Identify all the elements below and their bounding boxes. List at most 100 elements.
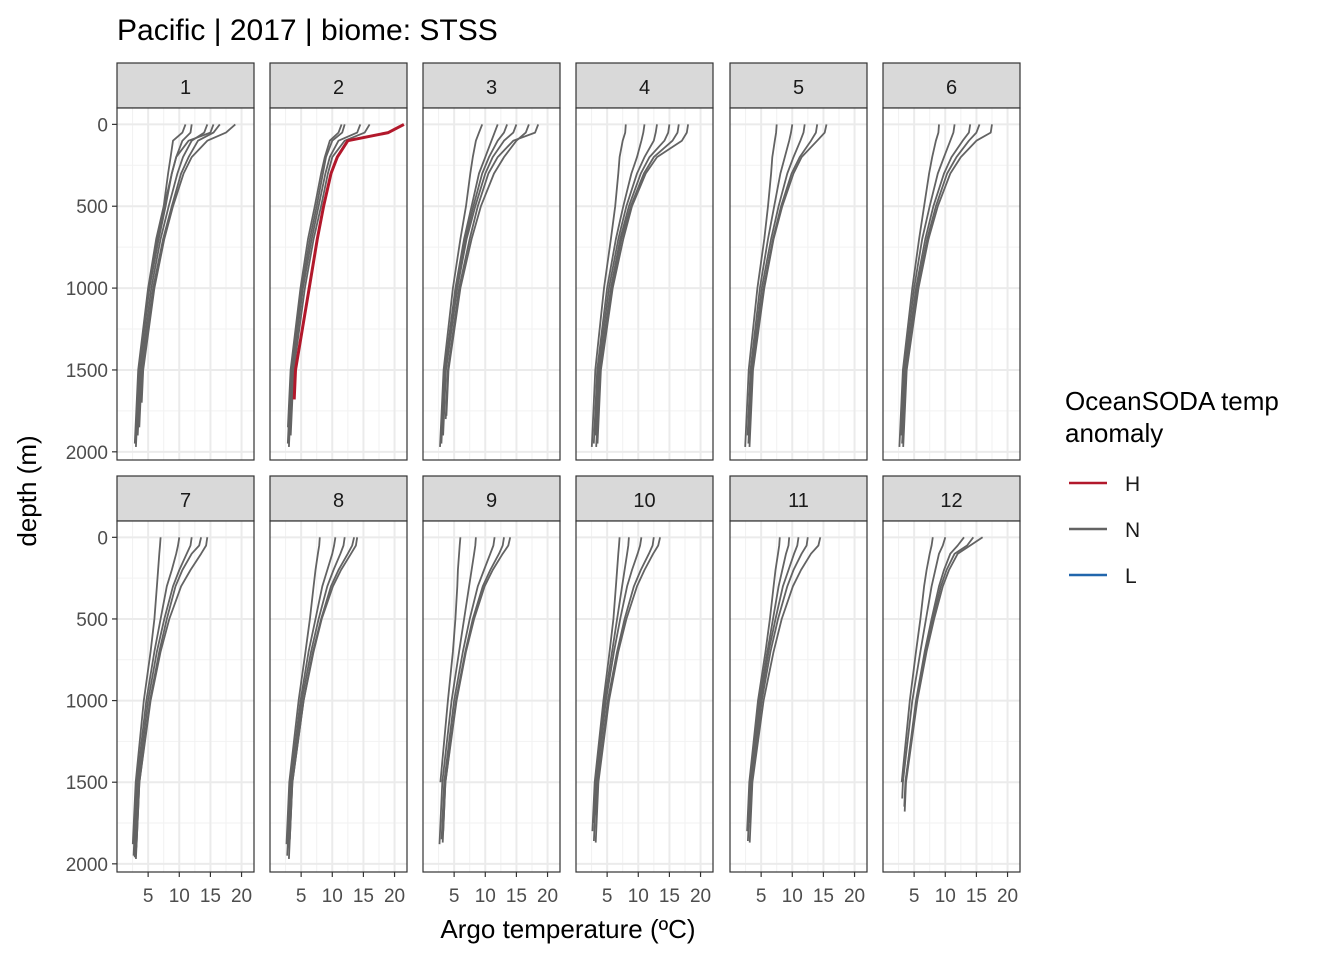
x-tick-label: 5 [449,886,460,907]
profile-line-N [592,537,630,824]
facet-strip-label: 9 [486,490,497,512]
panel-border [729,107,868,461]
profile-line-N [444,124,540,420]
profile-line-N [900,124,956,436]
x-tick-label: 20 [384,886,405,907]
facet-strip [116,62,255,109]
panel-background [730,108,867,460]
facet-strip [422,62,561,109]
x-tick-label: 5 [756,886,767,907]
profile-line-N [133,537,193,858]
panel-background [730,521,867,872]
profile-line-N [900,537,934,783]
profile-line-N [901,537,947,799]
y-axis-label: depth (m) [12,435,42,546]
facet-strip [882,62,1021,109]
profile-line-N [595,537,655,815]
facet-strip-label: 3 [486,77,497,99]
facet-strip-label: 1 [180,77,191,99]
profile-line-N [594,124,658,436]
facet-panel-9: 9 5 10 15 20 [422,475,561,907]
y-tick-label: 1000 [66,692,108,713]
facet-strip [882,475,1021,522]
panel-border [729,520,868,873]
legend-label: L [1125,565,1137,588]
panel-background [270,521,407,872]
panel-border [116,520,255,873]
facet-strip-label: 7 [180,490,191,512]
facet-panel-4: 4 [575,62,714,461]
profile-line-H [292,123,405,400]
profile-line-N [438,537,477,845]
profile-line-N [746,124,794,436]
profile-line-N [440,537,496,840]
y-tick-label: 1500 [66,773,108,794]
profile-line-N [902,124,993,447]
facet-panel-2: 2 [269,62,408,461]
facet-panel-5: 5 [729,62,868,461]
panel-border [422,520,561,873]
profile-line-N [285,537,321,845]
facet-panel-10: 10 5 10 15 20 [575,475,714,907]
y-tick-label: 500 [76,610,108,631]
profile-line-N [439,537,462,783]
x-tick-label: 10 [782,886,803,907]
facet-panel-12: 12 5 10 15 20 [882,475,1021,907]
profile-line-N [748,537,822,843]
profile-line-N [439,124,484,447]
facet-strip-label: 8 [333,490,344,512]
facet-strip-label: 12 [940,490,962,512]
x-tick-label: 5 [909,886,920,907]
profile-line-N [901,124,972,444]
profile-line-N [134,124,215,436]
profile-line-N [898,124,940,447]
facet-panel-11: 11 5 10 15 20 [729,475,868,907]
panel-border [882,520,1021,873]
profile-line-N [288,537,359,840]
x-tick-label: 20 [231,886,252,907]
facet-panel-3: 3 [422,62,561,461]
facet-strip [116,475,255,522]
profile-line-N [140,123,236,403]
profile-line-N [445,124,530,416]
facet-strip [729,475,868,522]
x-tick-label: 5 [296,886,307,907]
y-tick-label: 500 [76,197,108,218]
profile-line-N [131,537,162,845]
facet-strip-label: 10 [633,490,655,512]
facet-panel-7: 7 0 500 1000 1500 2000 5 10 15 20 [66,475,255,907]
facet-strip-label: 11 [788,490,809,512]
panel-background [423,521,560,872]
profile-line-N [287,537,346,848]
profile-line-N [138,123,221,428]
y-tick-label: 2000 [66,443,108,464]
panel-border [882,107,1021,461]
y-tick-label: 0 [97,528,108,549]
x-tick-label: 10 [169,886,190,907]
facet-panel-1: 1 0 500 1000 1500 2000 [66,62,255,464]
profile-line-N [744,124,778,447]
legend-title-line: OceanSODA temp [1065,386,1279,416]
legend-label: H [1125,473,1140,496]
profile-line-N [746,537,781,832]
facet-strip-label: 4 [639,77,650,99]
facet-strip-label: 6 [946,77,957,99]
facet-panel-8: 8 5 10 15 20 [269,475,408,907]
profile-line-N [132,537,181,856]
legend: OceanSODA temp anomaly HNL [1065,386,1279,588]
y-tick-label: 1000 [66,279,108,300]
profile-line-N [288,124,362,447]
profile-line-N [902,124,981,433]
profile-line-N [441,124,508,428]
profile-line-N [748,124,819,428]
panel-background [883,521,1020,872]
profile-line-N [904,536,975,783]
panel-background [576,521,713,872]
profile-line-N [286,537,337,856]
profile-line-N [289,123,371,436]
profile-line-N [135,537,209,848]
profile-line-N [592,124,646,444]
chart-title: Pacific | 2017 | biome: STSS [117,14,498,47]
x-tick-label: 10 [475,886,496,907]
